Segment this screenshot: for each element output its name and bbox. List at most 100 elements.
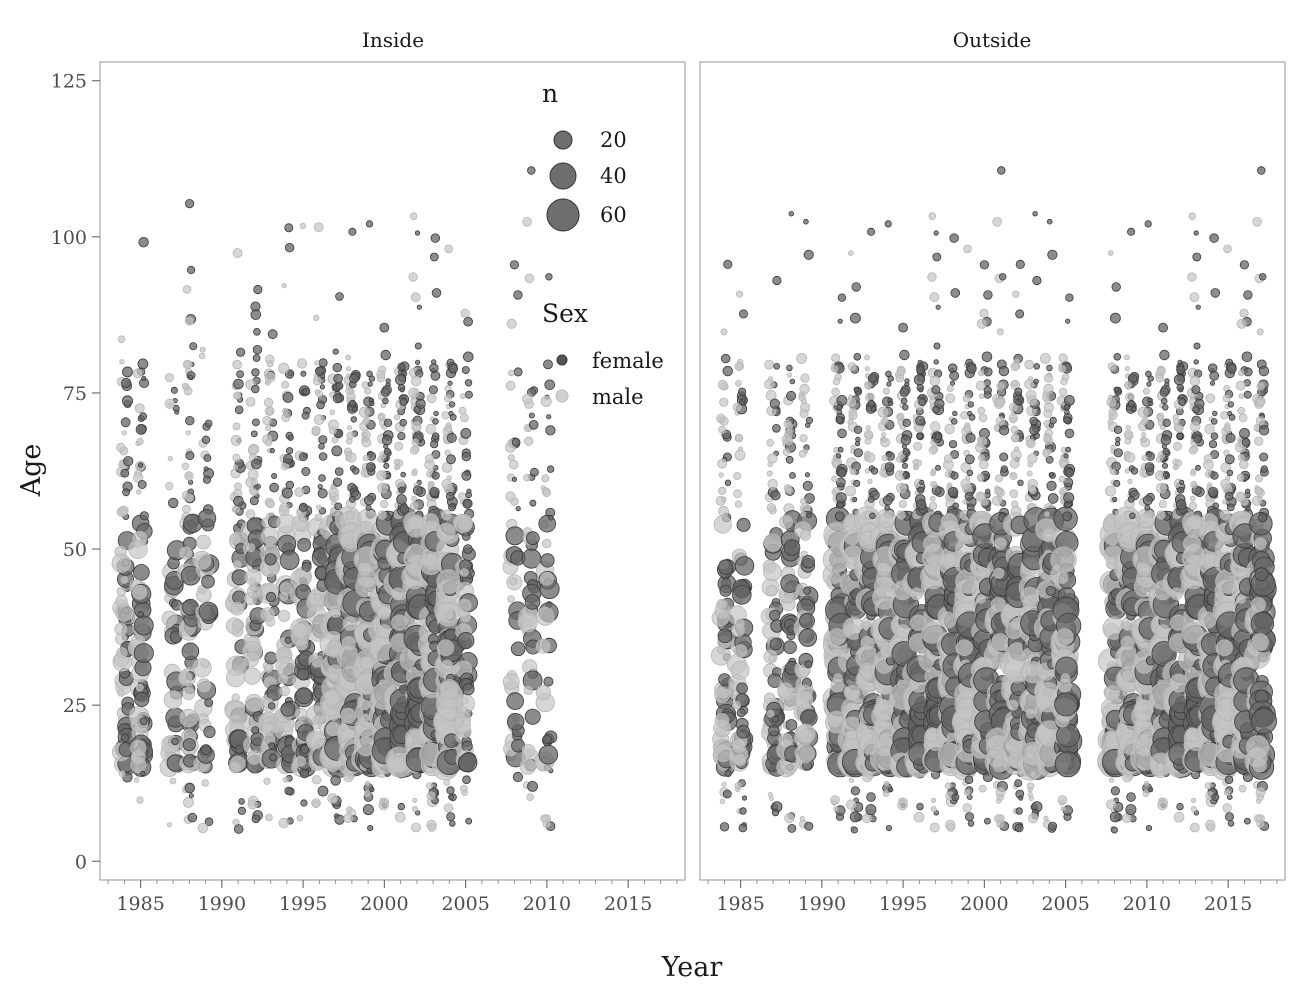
point-female xyxy=(352,406,359,413)
point-female xyxy=(721,353,731,364)
point-male xyxy=(245,509,256,519)
point-female xyxy=(804,660,813,669)
point-male xyxy=(940,513,958,531)
point-male xyxy=(242,641,263,662)
point-male xyxy=(346,425,353,431)
point-male xyxy=(363,790,371,797)
point-male xyxy=(181,462,190,470)
point-female xyxy=(283,453,293,464)
point-male xyxy=(718,505,729,517)
point-female xyxy=(1062,511,1073,522)
point-male xyxy=(1142,790,1150,797)
point-female xyxy=(334,502,343,511)
point-male xyxy=(163,690,183,709)
point-male xyxy=(978,413,988,423)
point-female xyxy=(1046,364,1053,372)
point-female xyxy=(882,495,893,506)
point-female xyxy=(505,526,525,546)
point-male xyxy=(799,434,808,443)
point-male xyxy=(184,316,194,326)
point-female xyxy=(271,472,278,479)
point-female xyxy=(540,553,555,568)
point-male xyxy=(1143,780,1150,786)
point-female xyxy=(185,451,195,461)
point-female xyxy=(1065,293,1074,302)
point-female xyxy=(430,370,441,381)
point-female xyxy=(850,312,861,324)
point-female xyxy=(448,410,454,417)
point-female xyxy=(383,462,390,469)
point-female xyxy=(1159,387,1170,397)
point-female xyxy=(545,273,553,281)
point-female xyxy=(397,362,406,371)
point-female xyxy=(281,487,293,499)
point-male xyxy=(946,384,954,392)
point-male xyxy=(1060,673,1071,683)
point-female xyxy=(547,514,554,521)
point-male xyxy=(831,353,841,363)
point-female xyxy=(1056,723,1080,748)
point-female xyxy=(865,804,877,816)
point-male xyxy=(730,661,750,680)
point-female xyxy=(1159,349,1170,361)
point-male xyxy=(896,414,903,421)
point-male xyxy=(1189,421,1201,432)
point-female xyxy=(983,290,993,300)
point-male xyxy=(278,674,289,684)
point-male xyxy=(359,699,371,711)
point-female xyxy=(334,467,344,476)
point-female xyxy=(203,466,209,472)
point-male xyxy=(1140,418,1148,426)
point-female xyxy=(849,811,861,823)
point-female xyxy=(399,504,409,514)
point-female xyxy=(836,394,848,406)
point-female xyxy=(1173,374,1185,386)
point-female xyxy=(297,668,310,681)
point-male xyxy=(777,682,794,699)
point-male xyxy=(131,749,146,765)
point-female xyxy=(738,387,747,396)
point-male xyxy=(847,362,857,371)
point-female xyxy=(902,404,909,411)
point-male xyxy=(1142,437,1148,443)
point-female xyxy=(850,826,858,834)
point-male xyxy=(182,687,196,701)
point-male xyxy=(1028,812,1039,824)
point-female xyxy=(525,531,540,546)
point-female xyxy=(1176,365,1185,375)
point-female xyxy=(798,628,818,647)
point-male xyxy=(731,623,745,637)
point-male xyxy=(507,595,515,603)
point-female xyxy=(805,422,811,428)
point-female xyxy=(524,708,541,725)
point-male xyxy=(296,814,304,822)
point-male xyxy=(282,407,289,414)
point-male xyxy=(766,503,777,513)
point-female xyxy=(268,702,276,710)
point-female xyxy=(852,496,858,503)
panel-inside: 1985 1990 1995 2000 2005 2010 2015 xyxy=(99,61,686,915)
point-female xyxy=(741,397,747,403)
point-female xyxy=(1048,821,1058,831)
point-male xyxy=(443,779,451,786)
point-female xyxy=(444,628,457,641)
point-female xyxy=(448,820,456,827)
point-female xyxy=(233,378,244,390)
point-male xyxy=(995,397,1005,407)
point-female xyxy=(867,399,876,408)
point-male xyxy=(848,777,855,783)
point-female xyxy=(506,692,524,710)
point-male xyxy=(717,646,726,655)
point-female xyxy=(967,401,974,408)
point-female xyxy=(1063,416,1071,424)
point-female xyxy=(1175,499,1187,510)
point-female xyxy=(287,434,294,441)
point-female xyxy=(719,584,732,597)
point-male xyxy=(278,362,290,374)
point-female xyxy=(135,423,147,435)
point-female xyxy=(1178,387,1184,393)
point-male xyxy=(328,426,337,435)
point-female xyxy=(184,782,196,794)
point-female xyxy=(447,380,453,386)
point-female xyxy=(380,349,391,361)
